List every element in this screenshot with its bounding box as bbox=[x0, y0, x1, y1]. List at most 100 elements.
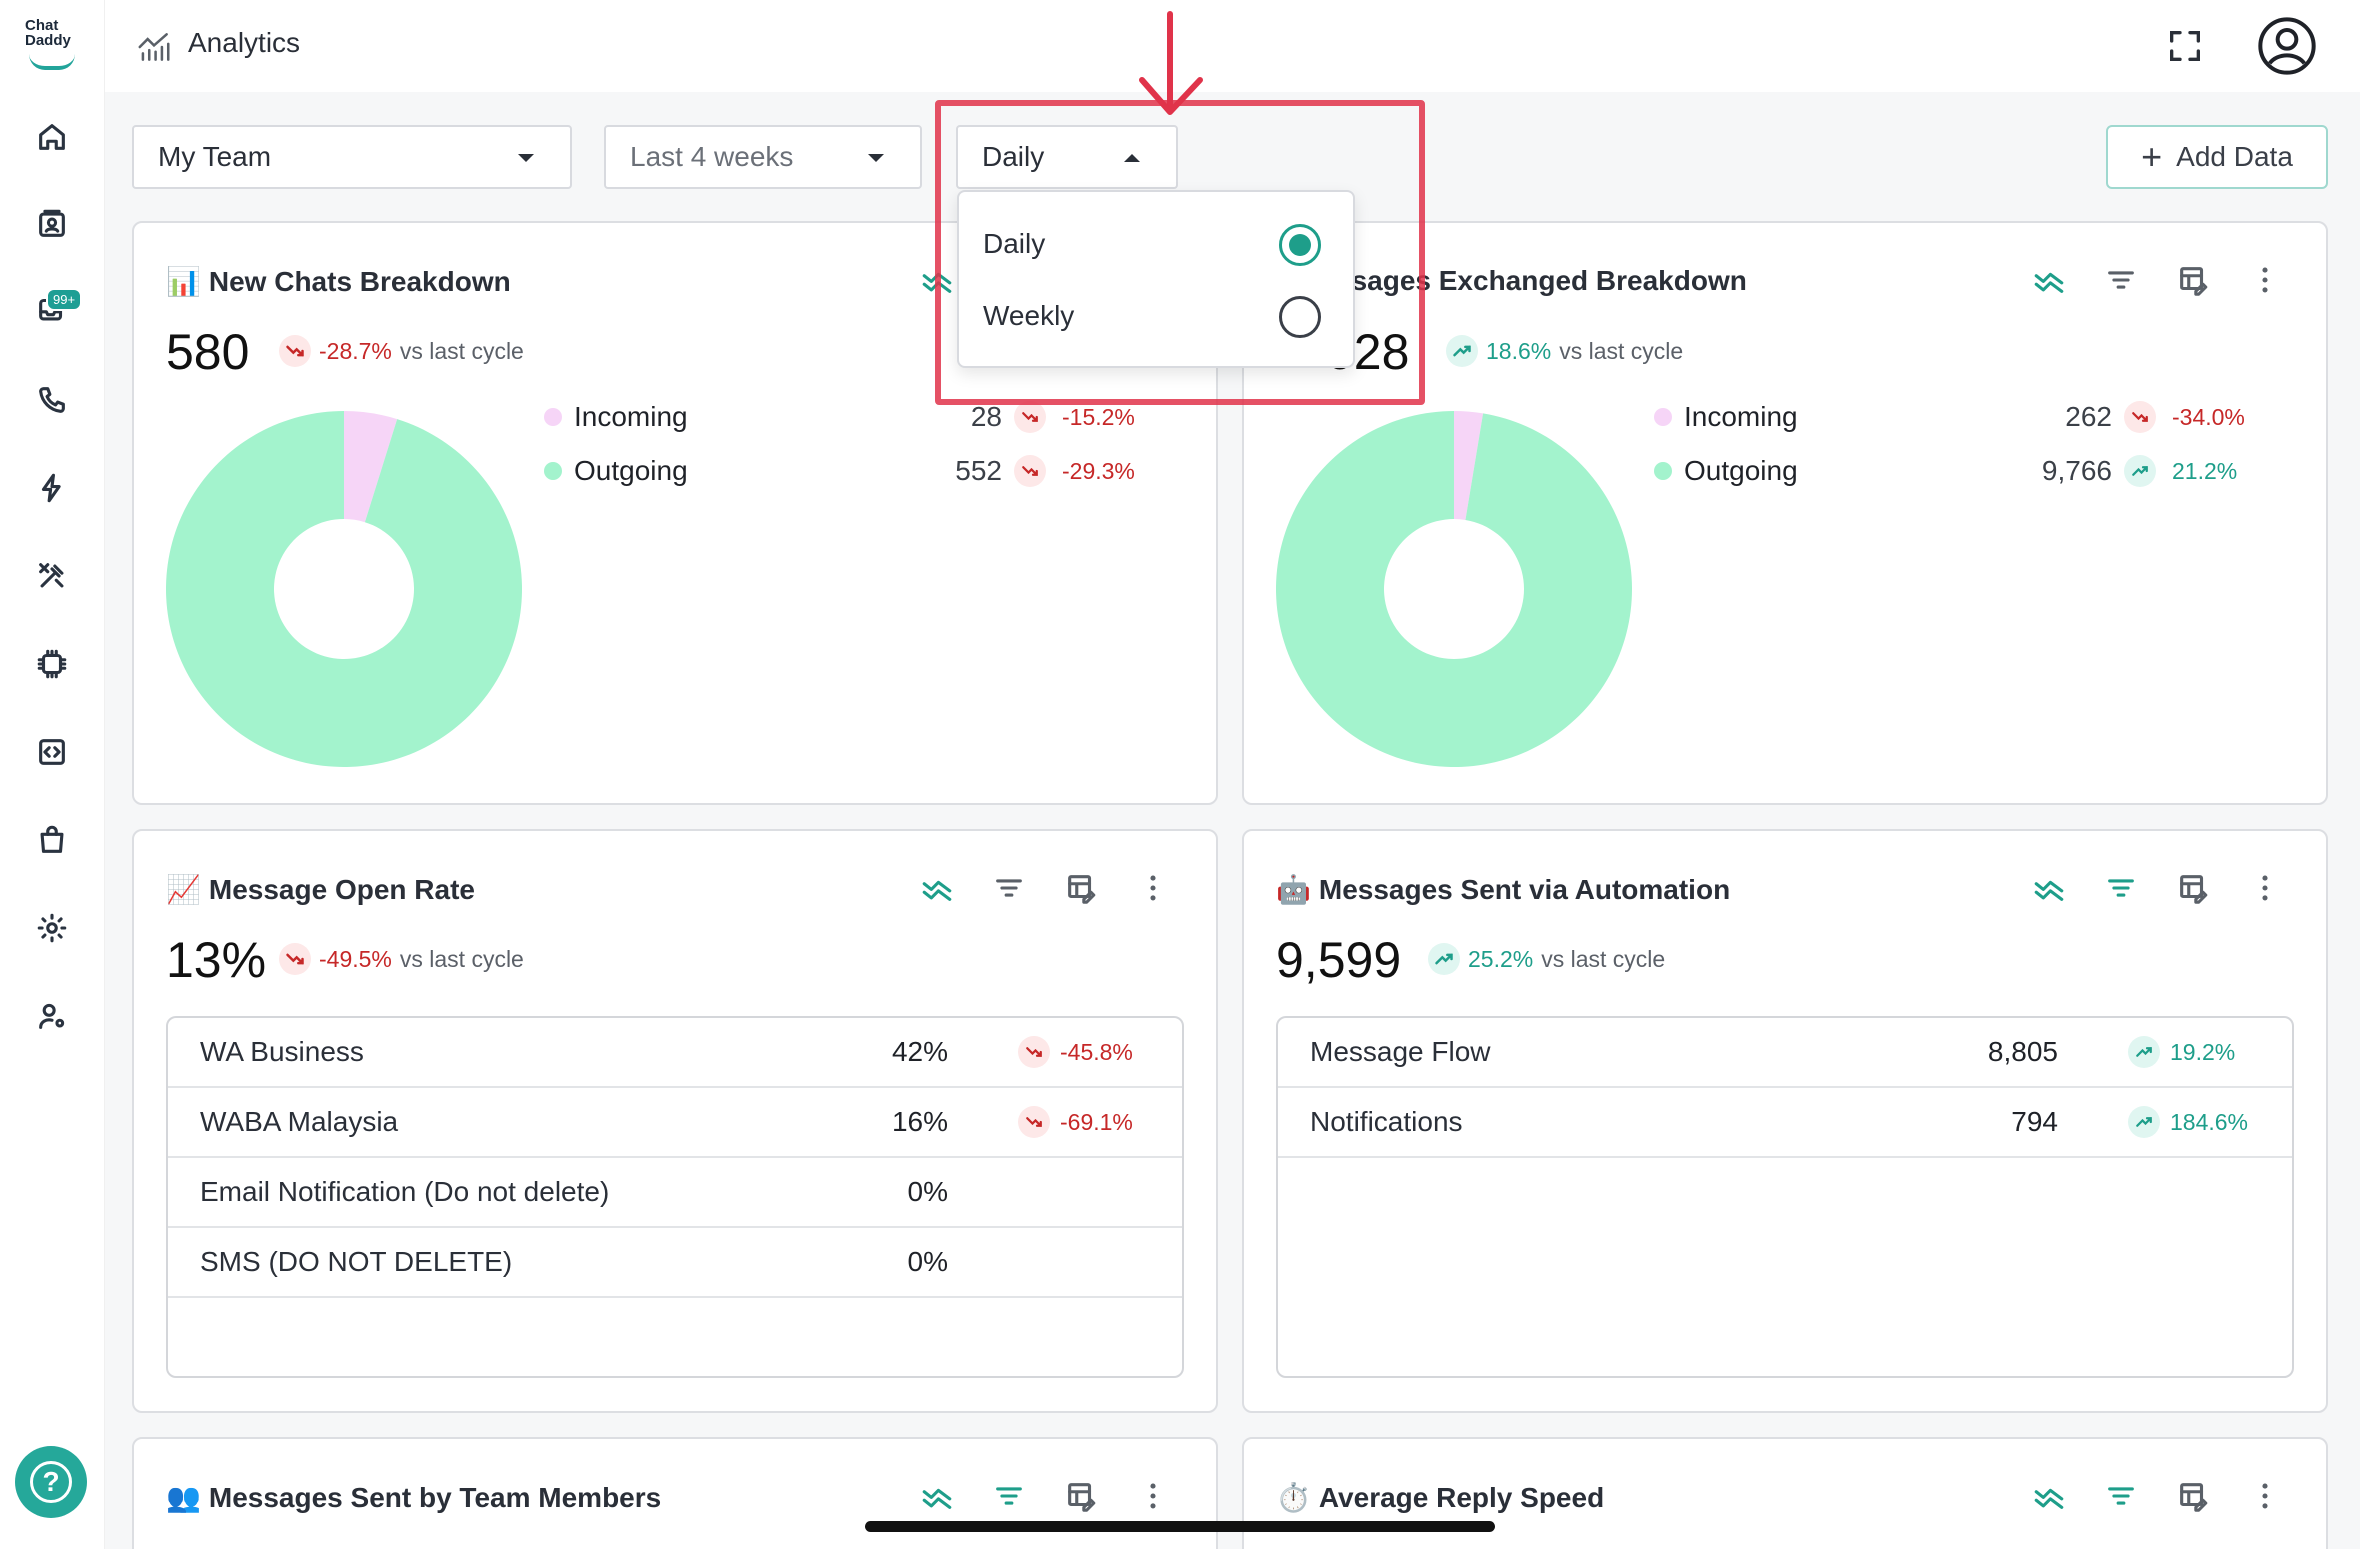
card-title-text: ssages Exchanged Breakdown bbox=[1336, 265, 1747, 296]
compare-trend-icon[interactable] bbox=[920, 263, 954, 297]
card-average-reply-speed: ⏱️ Average Reply Speed bbox=[1242, 1437, 2328, 1549]
filter-icon[interactable] bbox=[2104, 871, 2138, 905]
dropdown-option-daily[interactable]: Daily bbox=[983, 228, 1046, 259]
stopwatch-icon: ⏱️ bbox=[1276, 1482, 1311, 1513]
card-title-text: Messages Sent via Automation bbox=[1318, 873, 1731, 905]
trend-percent: 18.6% bbox=[1486, 337, 1552, 364]
more-options-icon[interactable] bbox=[2248, 263, 2282, 297]
trend-indicator: 18.6% vs last cycle bbox=[1446, 335, 1683, 367]
inbox-badge: 99+ bbox=[46, 288, 83, 311]
trend-vs-label: vs last cycle bbox=[399, 337, 524, 364]
code-icon[interactable] bbox=[28, 728, 76, 776]
fullscreen-icon[interactable] bbox=[2165, 26, 2205, 66]
legend-dot bbox=[1654, 408, 1672, 426]
row-change-value: -45.8% bbox=[1060, 1038, 1133, 1065]
dropdown-option-weekly[interactable]: Weekly bbox=[983, 300, 1075, 331]
contacts-icon[interactable] bbox=[28, 200, 76, 248]
card-title: 📈 Message Open Rate bbox=[166, 873, 475, 906]
team-select[interactable]: My Team bbox=[132, 125, 572, 189]
card-actions bbox=[920, 263, 954, 297]
row-value: 8,805 bbox=[1987, 1036, 2058, 1067]
legend-change: -15.2% bbox=[1062, 403, 1135, 430]
donut-slice-incoming bbox=[1454, 411, 1484, 520]
tools-icon[interactable] bbox=[28, 552, 76, 600]
top-bar: Analytics bbox=[105, 0, 2360, 92]
trending-chart-icon: 📈 bbox=[166, 874, 201, 905]
card-actions bbox=[920, 871, 1170, 905]
ai-chip-icon[interactable] bbox=[28, 640, 76, 688]
help-button[interactable]: ? bbox=[15, 1446, 87, 1518]
trend-up-icon bbox=[2128, 1036, 2160, 1068]
compare-trend-icon[interactable] bbox=[2032, 263, 2066, 297]
settings-gear-icon[interactable] bbox=[28, 904, 76, 952]
interval-select[interactable]: Daily bbox=[956, 125, 1178, 189]
edit-table-icon[interactable] bbox=[2176, 871, 2210, 905]
interval-select-value: Daily bbox=[982, 141, 1045, 172]
trend-down-icon bbox=[2124, 401, 2156, 433]
home-icon[interactable] bbox=[28, 113, 76, 161]
trend-indicator: 25.2% vs last cycle bbox=[1428, 943, 1665, 975]
automation-table: Message Flow 8,805 19.2% Notifications 7… bbox=[1276, 1016, 2294, 1378]
row-name: Message Flow bbox=[1310, 1036, 1491, 1067]
more-options-icon[interactable] bbox=[1136, 871, 1170, 905]
total-value: 580 bbox=[166, 324, 250, 380]
automation-bolt-icon[interactable] bbox=[28, 464, 76, 512]
card-title-text: Average Reply Speed bbox=[1318, 1481, 1605, 1513]
bar-chart-icon: 📊 bbox=[166, 266, 201, 297]
trend-down-icon bbox=[279, 943, 311, 975]
card-title-text: Message Open Rate bbox=[208, 873, 475, 905]
edit-table-icon[interactable] bbox=[1064, 871, 1098, 905]
trend-indicator: -49.5% vs last cycle bbox=[279, 943, 524, 975]
card-title-text: New Chats Breakdown bbox=[208, 265, 511, 297]
more-options-icon[interactable] bbox=[1136, 1479, 1170, 1513]
compare-trend-icon[interactable] bbox=[920, 1479, 954, 1513]
card-title: ⏱️ Average Reply Speed bbox=[1276, 1481, 1604, 1514]
filter-icon[interactable] bbox=[992, 1479, 1026, 1513]
legend-label: Incoming bbox=[1684, 401, 1798, 432]
account-avatar-icon[interactable] bbox=[2255, 14, 2319, 78]
logo-text-line2: Daddy bbox=[25, 32, 71, 49]
legend-dot bbox=[544, 462, 562, 480]
compare-trend-icon[interactable] bbox=[920, 871, 954, 905]
radio-weekly[interactable] bbox=[1279, 296, 1321, 338]
edit-table-icon[interactable] bbox=[2176, 1479, 2210, 1513]
legend-change: -34.0% bbox=[2172, 403, 2245, 430]
trend-vs-label: vs last cycle bbox=[1559, 337, 1684, 364]
card-title: 📊 New Chats Breakdown bbox=[166, 265, 511, 298]
row-change-value: -69.1% bbox=[1060, 1108, 1133, 1135]
logo-text-line1: Chat bbox=[25, 17, 59, 34]
row-change: -45.8% bbox=[1018, 1036, 1133, 1068]
filter-icon[interactable] bbox=[992, 871, 1026, 905]
card-message-open-rate: 📈 Message Open Rate 13% -49.5% vs last c… bbox=[132, 829, 1218, 1413]
filter-icon[interactable] bbox=[2104, 263, 2138, 297]
legend-value: 9,766 bbox=[2041, 455, 2112, 486]
phone-icon[interactable] bbox=[28, 376, 76, 424]
trend-percent: -28.7% bbox=[319, 337, 392, 364]
trend-down-icon bbox=[1018, 1106, 1050, 1138]
caret-down-icon bbox=[868, 154, 884, 162]
card-title: ssages Exchanged Breakdown bbox=[1336, 265, 1747, 297]
more-options-icon[interactable] bbox=[2248, 1479, 2282, 1513]
user-settings-icon[interactable] bbox=[28, 992, 76, 1040]
trend-percent: 25.2% bbox=[1468, 945, 1534, 972]
donut-slice-outgoing bbox=[1276, 411, 1632, 767]
robot-icon: 🤖 bbox=[1276, 874, 1311, 905]
period-select[interactable]: Last 4 weeks bbox=[604, 125, 922, 189]
row-name: SMS (DO NOT DELETE) bbox=[200, 1246, 513, 1277]
more-options-icon[interactable] bbox=[2248, 871, 2282, 905]
legend-value: 552 bbox=[955, 455, 1002, 486]
table-row: WABA Malaysia 16% -69.1% bbox=[168, 1088, 1182, 1158]
total-value: 9,599 bbox=[1276, 932, 1402, 988]
compare-trend-icon[interactable] bbox=[2032, 871, 2066, 905]
edit-table-icon[interactable] bbox=[2176, 263, 2210, 297]
table-row: SMS (DO NOT DELETE) 0% bbox=[168, 1228, 1182, 1298]
row-change: 19.2% bbox=[2128, 1036, 2235, 1068]
shopping-bag-icon[interactable] bbox=[28, 816, 76, 864]
chatdaddy-logo[interactable]: Chat Daddy bbox=[25, 18, 85, 70]
edit-table-icon[interactable] bbox=[1064, 1479, 1098, 1513]
filter-icon[interactable] bbox=[2104, 1479, 2138, 1513]
row-value: 794 bbox=[2011, 1106, 2058, 1137]
compare-trend-icon[interactable] bbox=[2032, 1479, 2066, 1513]
radio-daily-selected[interactable] bbox=[1279, 224, 1321, 266]
add-data-button[interactable]: + Add Data bbox=[2106, 125, 2328, 189]
